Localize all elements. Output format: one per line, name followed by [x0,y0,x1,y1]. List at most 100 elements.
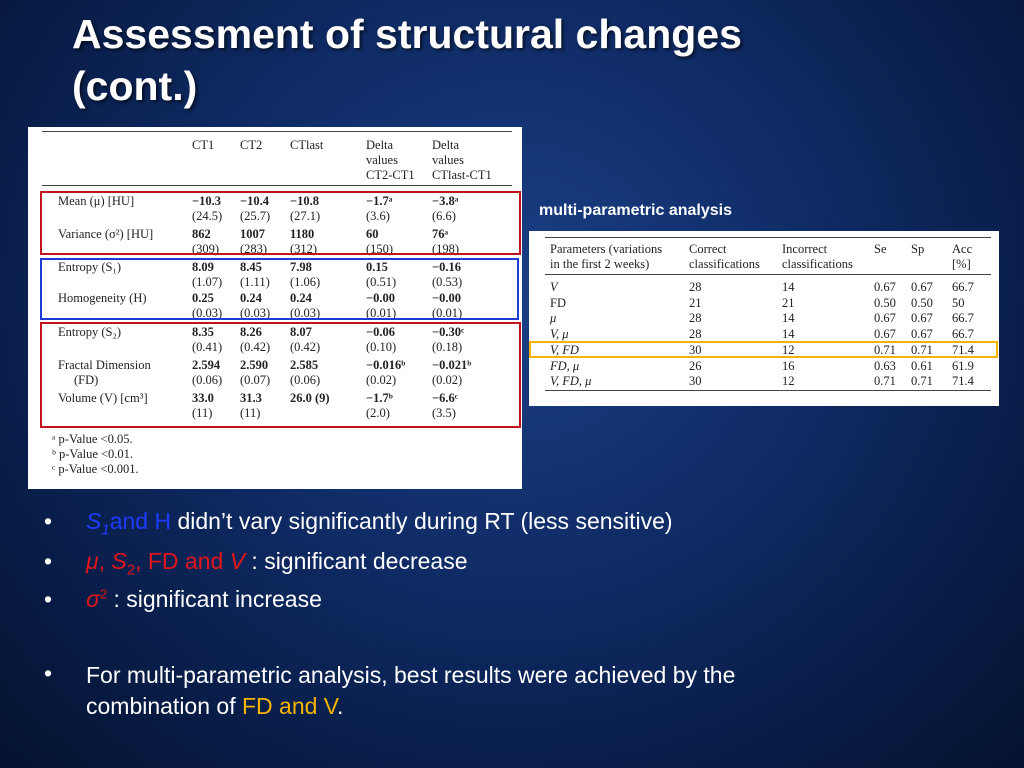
col-header: in the first 2 weeks) [550,257,650,271]
table-cell: 0.67 [911,327,933,342]
table-cell: 0.61 [911,358,933,373]
and-h-text: and H [109,508,172,534]
table-cell: 71.4 [952,342,974,357]
table-cell: (0.03) [240,306,271,320]
row-label: Fractal Dimension [58,358,151,372]
bullet-dot: • [44,508,53,534]
col-header: Delta [432,138,460,152]
table-cell: (1.06) [290,275,321,289]
col-header: CT1 [192,138,215,152]
table-rule [545,237,991,238]
bullet-dot: • [44,586,53,612]
table-cell: 16 [782,358,795,373]
row-label: Homogeneity (H) [58,291,147,305]
table-cell: 21 [689,295,702,310]
table-cell: −0.06 [366,325,395,339]
table-cell: (0.42) [290,340,321,354]
slide-title-line1: Assessment of structural changes [72,11,742,57]
table-cell: (3.5) [432,406,456,420]
table-cell: 0.71 [911,342,933,357]
table-cell: −0.021ᵇ [432,358,472,372]
table-cell: 0.67 [874,311,896,326]
s1-symbol: S [86,508,102,534]
table-cell: 50 [952,295,965,310]
table-cell: 71.4 [952,374,974,389]
table-cell: 60 [366,227,379,241]
table-cell: (0.06) [192,373,223,387]
s2-symbol: S [111,548,127,574]
table-cell: (283) [240,242,268,256]
table-cell: (11) [240,406,261,420]
table-cell: 2.585 [290,358,319,372]
bullet-dot: • [44,548,53,574]
table-cell: −10.8 [290,194,319,208]
table-cell: 0.67 [911,280,933,294]
highlight-box-blue [40,258,519,320]
row-label: V, FD, μ [550,374,592,389]
col-header: CTlast [290,138,324,152]
table-cell: (150) [366,242,394,256]
mpa-label: multi-parametric analysis [539,202,732,219]
table-cell: 61.9 [952,358,974,373]
table-cell: 0.71 [874,374,896,389]
table-cell: 66.7 [952,311,974,326]
table-rule [42,131,512,132]
table-cell: 26.0 (9) [290,391,330,405]
table-cell: 2.594 [192,358,221,372]
table-cell: 8.45 [240,260,262,274]
row-label: FD [550,295,566,310]
table-cell: 0.15 [366,260,388,274]
table-cell: 14 [782,311,795,326]
fd-and-text: , FD and [135,548,230,574]
table-cell: 0.71 [911,374,933,389]
table-cell: −3.8ᵃ [432,194,459,208]
sigma-superscript: 2 [99,586,108,602]
table-cell: 66.7 [952,280,974,294]
table-cell: (0.02) [366,373,397,387]
table-cell: 66.7 [952,327,974,342]
row-label: Entropy (S₁) [58,260,122,274]
col-header: classifications [689,257,760,271]
table-cell: (27.1) [290,209,321,223]
table-cell: (0.03) [290,306,321,320]
table-cell: −1.7ᵇ [366,391,393,405]
table-cell: (0.51) [366,275,397,289]
table-rule [545,390,991,391]
row-label: Variance (σ²) [HU] [58,227,154,241]
s2-subscript: 2 [126,561,136,579]
table-cell: (1.07) [192,275,223,289]
fd-and-v-highlight: FD and V [241,693,338,719]
row-label: (FD) [74,373,99,387]
table-rule [545,274,991,275]
table-cell: (11) [192,406,213,420]
col-header: CT2 [240,138,263,152]
table-cell: 76ᵃ [432,227,449,241]
v-symbol: V [229,548,246,574]
table-cell: 8.35 [192,325,214,339]
table-cell: −0.30ᶜ [432,325,465,339]
table-cell: 26 [689,358,702,373]
table-cell: (0.10) [366,340,397,354]
table-cell: 2.590 [240,358,269,372]
col-header: [%] [952,257,971,271]
table-cell: (25.7) [240,209,271,223]
table-cell: 12 [782,374,795,389]
table-cell: 31.3 [240,391,262,405]
table-cell: 862 [192,227,211,241]
table-cell: −10.4 [240,194,269,208]
table-cell: 30 [689,374,702,389]
table-cell: (0.06) [290,373,321,387]
bullet-3-text: : significant increase [107,586,322,612]
table-cell: −10.3 [192,194,221,208]
table-cell: 0.67 [874,280,896,294]
table-cell: (309) [192,242,220,256]
table-cell: (0.53) [432,275,463,289]
table-cell: 0.25 [192,291,214,305]
table-cell: 12 [782,342,795,357]
table-cell: 14 [782,280,795,294]
row-label: μ [550,311,557,326]
table-cell: (0.07) [240,373,271,387]
row-label: V [550,280,558,294]
table-cell: 7.98 [290,260,312,274]
table-cell: −6.6ᶜ [432,391,458,405]
